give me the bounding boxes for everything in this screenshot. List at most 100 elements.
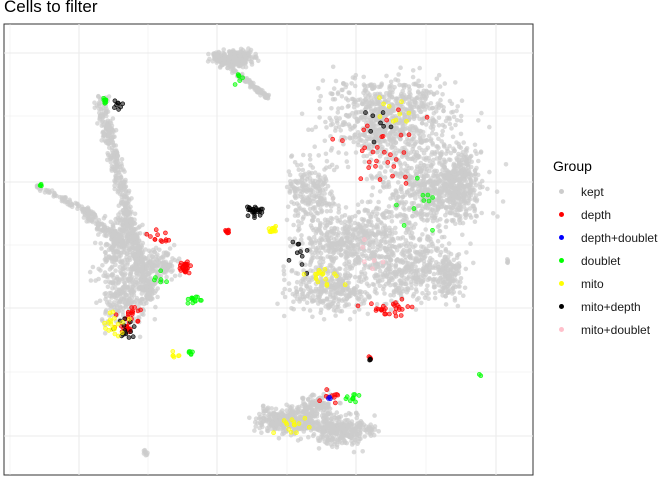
point-kept [449, 101, 455, 107]
point-kept [120, 271, 125, 277]
point-kept [158, 273, 164, 279]
point-kept [112, 238, 117, 243]
point-kept [468, 179, 474, 185]
point-kept [144, 287, 149, 293]
point-kept [356, 142, 361, 148]
point-kept [122, 257, 128, 263]
point-kept [348, 293, 353, 299]
point-kept [464, 149, 469, 154]
point-kept [480, 184, 485, 190]
point-kept [461, 154, 466, 159]
point-kept [222, 60, 227, 65]
point-kept [413, 282, 419, 287]
point-kept [404, 227, 410, 233]
point-kept [113, 268, 118, 274]
point-kept [323, 119, 328, 125]
point-kept [440, 92, 445, 97]
point-kept [327, 303, 333, 309]
point-kept [405, 152, 411, 158]
point-kept [359, 289, 364, 295]
point-kept [468, 241, 473, 246]
point-kept [457, 173, 462, 179]
point-kept [432, 290, 438, 296]
point-kept [399, 127, 405, 132]
point-kept [379, 221, 384, 226]
point-kept [390, 277, 395, 283]
point-kept [394, 96, 400, 101]
point-kept [112, 168, 118, 173]
point-kept [352, 83, 358, 89]
point-kept [399, 219, 404, 225]
point-kept [96, 266, 101, 272]
point-kept [126, 215, 132, 220]
point-kept [453, 122, 458, 128]
point-kept [399, 270, 405, 275]
point-kept [441, 157, 447, 163]
point-kept [143, 272, 148, 277]
point-kept [394, 103, 399, 109]
point-kept [121, 194, 127, 200]
point-kept [87, 269, 93, 275]
point-kept [450, 169, 455, 174]
point-kept [430, 127, 436, 132]
point-kept [473, 193, 479, 198]
point-kept [386, 252, 391, 258]
point-kept [416, 271, 421, 277]
point-kept [127, 238, 133, 244]
point-kept [410, 275, 416, 281]
point-kept [319, 262, 324, 268]
point-kept [425, 217, 431, 223]
point-kept [136, 238, 142, 244]
point-kept [253, 85, 258, 90]
point-kept [405, 286, 410, 292]
point-kept [307, 157, 313, 162]
point-kept [399, 154, 405, 159]
point-kept [353, 99, 358, 105]
point-kept [318, 255, 324, 260]
point-kept [323, 304, 329, 309]
point-kept [436, 136, 441, 142]
point-kept [105, 284, 111, 290]
point-kept [341, 141, 346, 147]
point-kept [127, 297, 132, 302]
point-kept [144, 264, 149, 269]
point-kept [368, 173, 374, 179]
point-kept [425, 277, 431, 283]
point-kept [398, 119, 404, 124]
point-kept [403, 200, 409, 205]
point-kept [410, 213, 415, 219]
point-kept [133, 232, 138, 238]
point-kept [391, 137, 397, 142]
point-kept [155, 286, 160, 291]
point-kept [289, 199, 294, 205]
point-kept [464, 250, 469, 255]
point-kept [116, 242, 122, 247]
point-kept [106, 279, 112, 285]
point-kept [443, 294, 448, 299]
point-kept [395, 78, 401, 83]
point-kept [430, 130, 435, 136]
point-kept [342, 219, 348, 225]
point-kept [400, 83, 406, 88]
point-kept [363, 138, 369, 144]
point-kept [43, 187, 48, 193]
point-kept [117, 183, 123, 188]
point-kept [458, 276, 464, 281]
point-kept [336, 124, 342, 130]
point-kept [386, 156, 392, 161]
point-kept [473, 183, 479, 188]
point-kept [448, 157, 453, 163]
point-kept [125, 243, 130, 248]
point-kept [119, 167, 124, 173]
point-kept [383, 225, 388, 230]
point-kept [413, 307, 419, 312]
point-kept [318, 307, 324, 313]
point-kept [413, 82, 418, 87]
point-kept [117, 299, 123, 305]
point-kept [409, 285, 414, 291]
point-kept [398, 162, 404, 168]
point-kept [328, 255, 333, 260]
point-kept [349, 81, 355, 86]
point-kept [294, 201, 300, 206]
point-kept [395, 173, 400, 178]
